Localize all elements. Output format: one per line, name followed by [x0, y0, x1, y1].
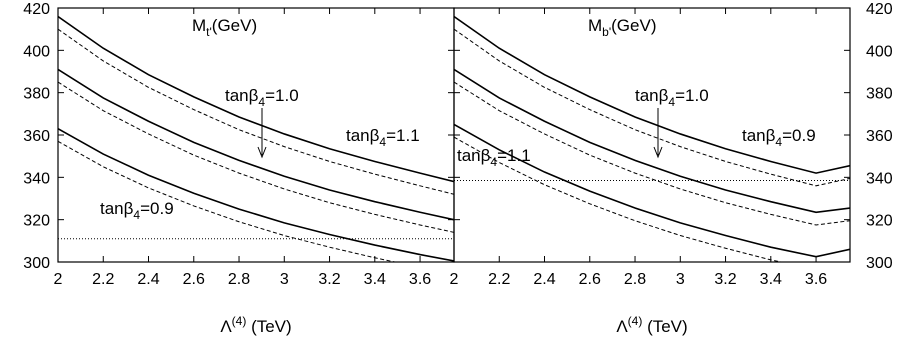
curve-3-solid: [58, 68, 454, 221]
y-tick-label: 340: [866, 170, 893, 187]
x-tick-label: 2: [54, 271, 63, 288]
y-tick-label: 420: [23, 1, 50, 18]
x-tick-label: 2.8: [228, 271, 250, 288]
y-tick-label: 340: [23, 170, 50, 187]
x-tick-label: 3.4: [364, 271, 386, 288]
curve-6-dashed: [58, 140, 398, 262]
right-x-axis-title: Λ(4) (TeV): [616, 314, 687, 336]
left-annotation-tanb-0-9: tanβ4=0.9: [100, 199, 174, 222]
curve-5-solid: [58, 127, 454, 262]
y-tick-label: 300: [866, 255, 893, 272]
right-annotation-arrow: [653, 108, 663, 159]
y-tick-label: 380: [23, 86, 50, 103]
y-tick-label: 300: [23, 255, 50, 272]
x-tick-label: 3.2: [318, 271, 340, 288]
x-tick-label: 2.2: [92, 271, 114, 288]
left-curves: [58, 15, 454, 262]
curve-4-dashed: [454, 81, 850, 226]
curve-6-dashed: [454, 136, 850, 262]
curve-4-dashed: [58, 81, 454, 233]
x-tick-label: 3.6: [409, 271, 431, 288]
x-tick-label: 3.2: [714, 271, 736, 288]
y-tick-label: 360: [23, 128, 50, 145]
left-annotation-arrow: [257, 108, 267, 159]
right-tick-labels: 2 2.2 2.4 2.6 2.8 3 3.2 3.4 3.6 300 320 340 360 380 40…: [450, 1, 893, 288]
x-tick-label: 3: [676, 271, 685, 288]
x-tick-label: 2.4: [137, 271, 159, 288]
y-tick-label: 320: [23, 213, 50, 230]
left-panel-title: Mt'(GeV): [192, 16, 257, 39]
right-panel-title: Mb'(GeV): [588, 16, 656, 39]
x-tick-label: 2: [450, 271, 459, 288]
curve-2-dashed: [454, 28, 850, 187]
left-axis-ticks: [57, 7, 454, 263]
right-annotation-tanb-1-1: tanβ4=1.1: [457, 146, 531, 169]
y-tick-label: 360: [866, 128, 893, 145]
y-tick-label: 400: [866, 43, 893, 60]
x-tick-label: 3.6: [805, 271, 827, 288]
left-panel: 2 2.2 2.4 2.6 2.8 3 3.2 3.4 3.6 300 320 340 360 380 40…: [23, 1, 455, 336]
x-tick-label: 2.8: [624, 271, 646, 288]
right-annotation-tanb-1-0: tanβ4=1.0: [635, 86, 709, 109]
right-axis-ticks: [453, 7, 850, 263]
x-tick-label: 2.6: [183, 271, 205, 288]
left-x-axis-title: Λ(4) (TeV): [220, 314, 291, 336]
x-tick-label: 3: [280, 271, 289, 288]
left-annotation-tanb-1-0: tanβ4=1.0: [225, 86, 299, 109]
left-tick-labels: 2 2.2 2.4 2.6 2.8 3 3.2 3.4 3.6 300 320 340 360 380 40…: [23, 1, 431, 288]
right-panel: 2 2.2 2.4 2.6 2.8 3 3.2 3.4 3.6 300 320 340 360 380 40…: [450, 1, 893, 336]
y-tick-label: 420: [866, 1, 893, 18]
x-tick-label: 3.4: [760, 271, 782, 288]
y-tick-label: 400: [23, 43, 50, 60]
curve-2-dashed: [58, 28, 454, 195]
right-annotation-tanb-0-9: tanβ4=0.9: [742, 126, 816, 149]
x-tick-label: 2.6: [579, 271, 601, 288]
y-tick-label: 320: [866, 213, 893, 230]
right-plot-frame: [453, 7, 851, 263]
y-tick-label: 380: [866, 86, 893, 103]
x-tick-label: 2.2: [488, 271, 510, 288]
curve-3-solid: [454, 68, 850, 214]
curve-5-solid: [454, 123, 850, 258]
left-annotation-tanb-1-1: tanβ4=1.1: [346, 126, 420, 149]
x-tick-label: 2.4: [533, 271, 555, 288]
